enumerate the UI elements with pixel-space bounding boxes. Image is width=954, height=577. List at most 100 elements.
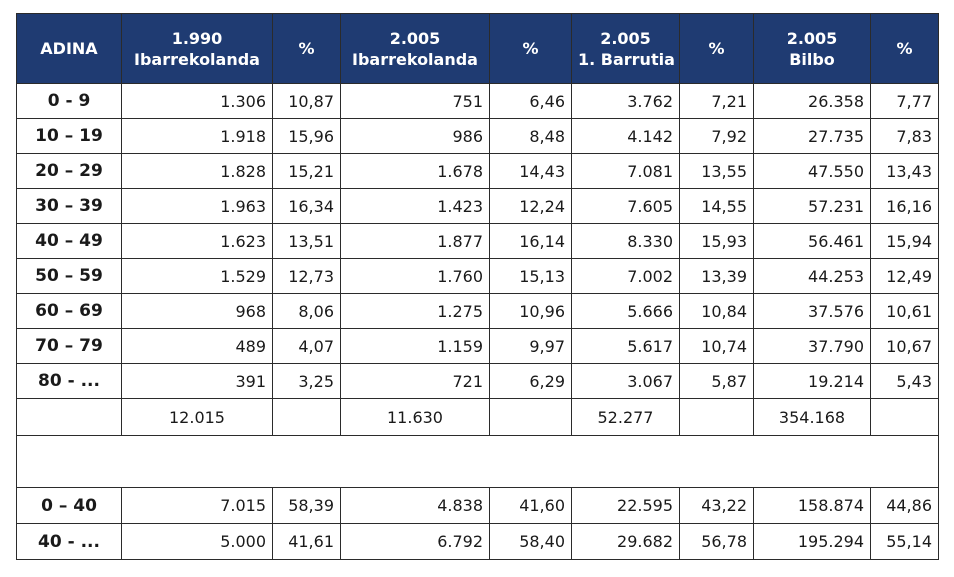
- totals-row: 12.015 11.630 52.277 354.168: [16, 398, 939, 436]
- value-cell: 8,06: [272, 293, 341, 329]
- value-cell: 7,21: [679, 83, 754, 119]
- value-cell: 29.682: [571, 523, 680, 560]
- column-header: %: [679, 13, 754, 84]
- column-header-line: Ibarrekolanda: [134, 49, 260, 69]
- value-cell: 12.015: [121, 398, 273, 436]
- table-body: 0 - 9 1.306 10,87 751 6,46 3.762 7,21 26.358 7,7…: [16, 83, 939, 560]
- value-cell: 19.214: [753, 363, 871, 399]
- value-cell: [489, 398, 572, 436]
- value-cell: 5,43: [870, 363, 939, 399]
- value-cell: 1.963: [121, 188, 273, 224]
- value-cell: 55,14: [870, 523, 939, 560]
- column-header: ADINA: [16, 13, 122, 84]
- column-header-line: 2.005: [600, 28, 651, 48]
- value-cell: 41,61: [272, 523, 341, 560]
- value-cell: 56.461: [753, 223, 871, 259]
- value-cell: 986: [340, 118, 490, 154]
- column-header: %: [489, 13, 572, 84]
- value-cell: 57.231: [753, 188, 871, 224]
- value-cell: 968: [121, 293, 273, 329]
- column-header: 1.990 Ibarrekolanda: [121, 13, 273, 84]
- value-cell: 7.002: [571, 258, 680, 294]
- value-cell: 1.159: [340, 328, 490, 364]
- value-cell: 3.762: [571, 83, 680, 119]
- value-cell: 43,22: [679, 487, 754, 524]
- value-cell: 1.760: [340, 258, 490, 294]
- value-cell: 13,51: [272, 223, 341, 259]
- age-group-cell: 20 – 29: [16, 153, 122, 189]
- value-cell: 195.294: [753, 523, 871, 560]
- value-cell: 9,97: [489, 328, 572, 364]
- value-cell: 26.358: [753, 83, 871, 119]
- table-row: 10 – 19 1.918 15,96 986 8,48 4.142 7,92 27.735 7…: [16, 118, 939, 154]
- value-cell: 41,60: [489, 487, 572, 524]
- value-cell: 1.423: [340, 188, 490, 224]
- column-header-line: %: [298, 39, 315, 58]
- value-cell: 7,83: [870, 118, 939, 154]
- column-header-line: 1. Barrutia: [578, 49, 675, 69]
- value-cell: [272, 398, 341, 436]
- age-group-cell: [16, 398, 122, 436]
- value-cell: 6.792: [340, 523, 490, 560]
- value-cell: 12,73: [272, 258, 341, 294]
- value-cell: 16,14: [489, 223, 572, 259]
- value-cell: 15,96: [272, 118, 341, 154]
- table-header: ADINA 1.990 Ibarrekolanda% 2.005 Ibarrekolan…: [16, 13, 939, 84]
- value-cell: 3,25: [272, 363, 341, 399]
- summary-row: 0 – 40 7.015 58,39 4.838 41,60 22.595 43,22 158…: [16, 487, 939, 524]
- value-cell: 56,78: [679, 523, 754, 560]
- header-row: ADINA 1.990 Ibarrekolanda% 2.005 Ibarrekolan…: [16, 13, 939, 84]
- age-group-cell: 50 – 59: [16, 258, 122, 294]
- column-header-line: 2.005: [389, 28, 441, 48]
- value-cell: 4,07: [272, 328, 341, 364]
- value-cell: [870, 398, 939, 436]
- value-cell: 16,34: [272, 188, 341, 224]
- value-cell: 5.666: [571, 293, 680, 329]
- value-cell: [679, 398, 754, 436]
- value-cell: 721: [340, 363, 490, 399]
- value-cell: 7.015: [121, 487, 273, 524]
- value-cell: 10,96: [489, 293, 572, 329]
- value-cell: 354.168: [753, 398, 871, 436]
- column-header-line: Bilbo: [789, 49, 835, 69]
- table-row: 30 – 39 1.963 16,34 1.423 12,24 7.605 14,55 57.…: [16, 188, 939, 224]
- value-cell: 4.142: [571, 118, 680, 154]
- age-group-cell: 40 – 49: [16, 223, 122, 259]
- population-age-table: ADINA 1.990 Ibarrekolanda% 2.005 Ibarrekolan…: [16, 13, 939, 560]
- value-cell: 5,87: [679, 363, 754, 399]
- value-cell: 44.253: [753, 258, 871, 294]
- table-row: 0 - 9 1.306 10,87 751 6,46 3.762 7,21 26.358 7,7…: [16, 83, 939, 119]
- value-cell: 12,24: [489, 188, 572, 224]
- value-cell: 1.918: [121, 118, 273, 154]
- column-header: 2.005 Ibarrekolanda: [340, 13, 490, 84]
- value-cell: 1.275: [340, 293, 490, 329]
- value-cell: 1.828: [121, 153, 273, 189]
- table-row: 40 – 49 1.623 13,51 1.877 16,14 8.330 15,93 56.…: [16, 223, 939, 259]
- age-group-cell: 80 - ...: [16, 363, 122, 399]
- value-cell: 8.330: [571, 223, 680, 259]
- spacer-cell: [16, 435, 939, 488]
- value-cell: 1.678: [340, 153, 490, 189]
- table-row: 70 – 79 489 4,07 1.159 9,97 5.617 10,74 37.790 1…: [16, 328, 939, 364]
- value-cell: 15,13: [489, 258, 572, 294]
- value-cell: 27.735: [753, 118, 871, 154]
- value-cell: 4.838: [340, 487, 490, 524]
- value-cell: 1.529: [121, 258, 273, 294]
- value-cell: 7,92: [679, 118, 754, 154]
- value-cell: 14,55: [679, 188, 754, 224]
- value-cell: 37.576: [753, 293, 871, 329]
- value-cell: 5.617: [571, 328, 680, 364]
- value-cell: 7,77: [870, 83, 939, 119]
- column-header-line: %: [708, 39, 725, 58]
- value-cell: 15,93: [679, 223, 754, 259]
- table-row: 60 – 69 968 8,06 1.275 10,96 5.666 10,84 37.576…: [16, 293, 939, 329]
- value-cell: 7.605: [571, 188, 680, 224]
- column-header-line: 1.990: [171, 28, 223, 48]
- value-cell: 8,48: [489, 118, 572, 154]
- value-cell: 5.000: [121, 523, 273, 560]
- value-cell: 13,55: [679, 153, 754, 189]
- table-row: 50 – 59 1.529 12,73 1.760 15,13 7.002 13,39 44.…: [16, 258, 939, 294]
- value-cell: 12,49: [870, 258, 939, 294]
- value-cell: 10,87: [272, 83, 341, 119]
- age-group-cell: 0 – 40: [16, 487, 122, 524]
